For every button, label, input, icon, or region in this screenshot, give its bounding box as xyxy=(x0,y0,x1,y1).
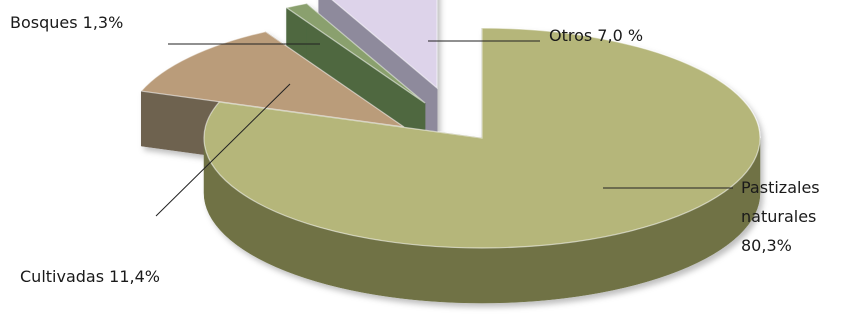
label-pastizales-naturales-line-2: naturales xyxy=(741,207,816,226)
leader-line-cultivadas xyxy=(155,83,291,217)
label-cultivadas: Cultivadas 11,4% xyxy=(20,267,160,286)
label-pastizales-naturales-line-1: Pastizales xyxy=(741,178,820,197)
slice-otros-top xyxy=(331,0,438,90)
slice-cultivadas-top xyxy=(140,30,405,128)
slice-bosques-top xyxy=(285,2,426,104)
slice-pastizales-naturales xyxy=(203,27,761,304)
leader-lines xyxy=(155,40,733,217)
label-bosques: Bosques 1,3% xyxy=(10,13,123,32)
slice-pastizales-naturales-top xyxy=(203,27,761,249)
slice-labels: Pastizales naturales 80,3% Cultivadas 11,4%… xyxy=(10,13,820,286)
pie-slices xyxy=(140,0,761,304)
label-pastizales-naturales-line-3: 80,3% xyxy=(741,236,792,255)
label-otros: Otros 7,0 % xyxy=(549,26,643,45)
